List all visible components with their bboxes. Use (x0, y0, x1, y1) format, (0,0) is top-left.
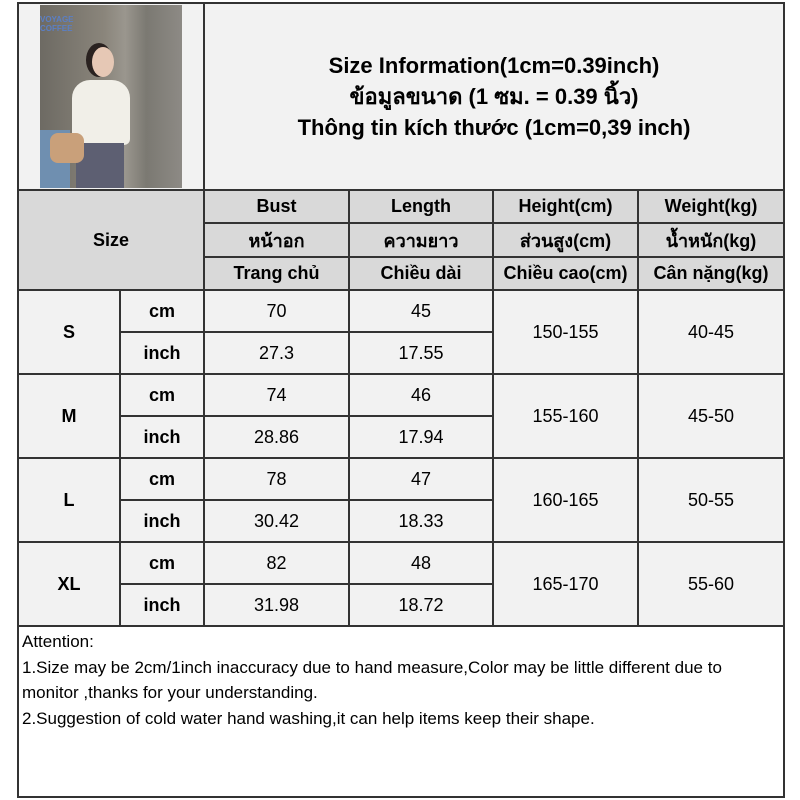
size-row-inch: inch 28.86 17.94 (18, 415, 784, 459)
unit-cm: cm (119, 289, 205, 333)
header-weight: Weight(kg) (637, 189, 785, 224)
bust-inch: 31.98 (203, 583, 350, 627)
length-inch: 17.55 (348, 331, 494, 375)
size-row-cm: XL cm 82 48 165-170 55-60 (17, 541, 785, 627)
weight-range: 40-45 (637, 289, 785, 375)
product-photo-cell: VOYAGE COFFEE (17, 2, 205, 191)
unit-cm: cm (119, 457, 205, 501)
title-thai: ข้อมูลขนาด (1 ซม. = 0.39 นิ้ว) (349, 84, 639, 109)
bust-inch: 28.86 (203, 415, 350, 459)
header-height-vietnamese: Chiều cao(cm) (492, 256, 639, 291)
header-length-thai: ความยาว (348, 222, 494, 258)
bust-cm: 74 (203, 373, 350, 417)
header-weight-thai: น้ำหนัก(kg) (637, 222, 785, 258)
bust-cm: 70 (203, 289, 350, 333)
bust-cm: 78 (203, 457, 350, 501)
header-bust-thai: หน้าอก (203, 222, 350, 258)
unit-inch: inch (119, 583, 205, 627)
product-photo: VOYAGE COFFEE (40, 5, 182, 188)
size-chart-table: VOYAGE COFFEE Size Information(1cm=0.39in… (17, 2, 785, 798)
photo-sign: VOYAGE COFFEE (40, 15, 74, 33)
header-bust-vietnamese: Trang chủ (203, 256, 350, 291)
bust-inch: 30.42 (203, 499, 350, 543)
size-row-cm: S cm 70 45 150-155 40-45 (17, 289, 785, 375)
height-range: 150-155 (492, 289, 639, 375)
size-label: XL (17, 541, 121, 627)
attention-note: 1.Size may be 2cm/1inch inaccuracy due t… (22, 657, 722, 703)
header-bust: Bust (203, 189, 350, 224)
weight-range: 50-55 (637, 457, 785, 543)
size-row-inch: inch 31.98 18.72 (18, 583, 784, 627)
length-inch: 17.94 (348, 415, 494, 459)
length-cm: 48 (348, 541, 494, 585)
length-inch: 18.33 (348, 499, 494, 543)
title-english: Size Information(1cm=0.39inch) (328, 53, 660, 78)
size-label: L (17, 457, 121, 543)
attention-heading: Attention: (22, 632, 94, 651)
size-row-inch: inch 30.42 18.33 (18, 499, 784, 543)
attention-note: 2.Suggestion of cold water hand washing,… (22, 708, 595, 728)
attention-box: Attention: 1.Size may be 2cm/1inch inacc… (17, 625, 785, 798)
unit-inch: inch (119, 331, 205, 375)
header-height-thai: ส่วนสูง(cm) (492, 222, 639, 258)
size-row-cm: L cm 78 47 160-165 50-55 (17, 457, 785, 543)
height-range: 155-160 (492, 373, 639, 459)
size-header: Size (17, 189, 205, 291)
size-row-cm: M cm 74 46 155-160 45-50 (17, 373, 785, 459)
header-weight-vietnamese: Cân nặng(kg) (637, 256, 785, 291)
size-label: M (17, 373, 121, 459)
length-cm: 46 (348, 373, 494, 417)
length-inch: 18.72 (348, 583, 494, 627)
header-height: Height(cm) (492, 189, 639, 224)
unit-cm: cm (119, 373, 205, 417)
length-cm: 45 (348, 289, 494, 333)
header-length-vietnamese: Chiều dài (348, 256, 494, 291)
size-info-title: Size Information(1cm=0.39inch) ข้อมูลขนา… (203, 2, 785, 191)
size-label: S (17, 289, 121, 375)
unit-inch: inch (119, 415, 205, 459)
length-cm: 47 (348, 457, 494, 501)
bust-cm: 82 (203, 541, 350, 585)
header-length: Length (348, 189, 494, 224)
height-range: 160-165 (492, 457, 639, 543)
height-range: 165-170 (492, 541, 639, 627)
bust-inch: 27.3 (203, 331, 350, 375)
weight-range: 55-60 (637, 541, 785, 627)
title-vietnamese: Thông tin kích thước (1cm=0,39 inch) (297, 115, 691, 140)
unit-inch: inch (119, 499, 205, 543)
unit-cm: cm (119, 541, 205, 585)
weight-range: 45-50 (637, 373, 785, 459)
size-row-inch: inch 27.3 17.55 (18, 331, 784, 375)
